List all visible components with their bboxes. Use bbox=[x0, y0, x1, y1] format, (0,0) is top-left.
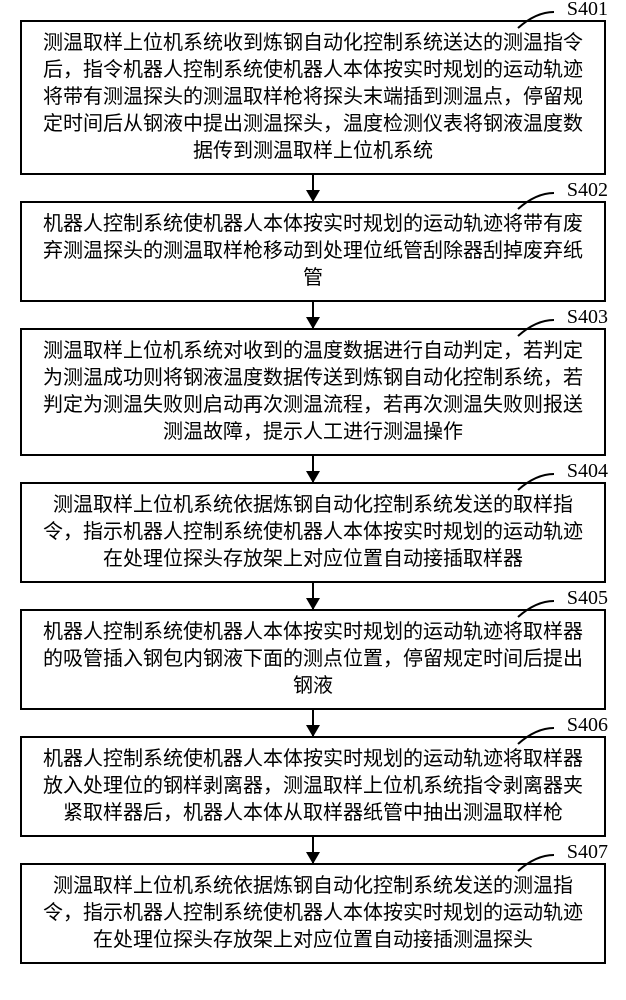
flow-step-box: 测温取样上位机系统依据炼钢自动化控制系统发送的测温指令，指示机器人控制系统使机器… bbox=[20, 863, 606, 964]
step-label: S405 bbox=[567, 587, 608, 610]
step-wrap: S401测温取样上位机系统收到炼钢自动化控制系统送达的测温指令后，指令机器人控制… bbox=[20, 20, 606, 175]
flow-arrow bbox=[312, 837, 314, 863]
flow-arrow bbox=[312, 302, 314, 328]
flow-step-box: 测温取样上位机系统收到炼钢自动化控制系统送达的测温指令后，指令机器人控制系统使机… bbox=[20, 20, 606, 175]
step-wrap: S404测温取样上位机系统依据炼钢自动化控制系统发送的取样指令，指示机器人控制系… bbox=[20, 482, 606, 583]
step-wrap: S402机器人控制系统使机器人本体按实时规划的运动轨迹将带有废弃测温探头的测温取… bbox=[20, 201, 606, 302]
flow-arrow bbox=[312, 456, 314, 482]
step-wrap: S405机器人控制系统使机器人本体按实时规划的运动轨迹将取样器的吸管插入钢包内钢… bbox=[20, 609, 606, 710]
flow-arrow bbox=[312, 175, 314, 201]
flow-step-box: 测温取样上位机系统对收到的温度数据进行自动判定，若判定为测温成功则将钢液温度数据… bbox=[20, 328, 606, 456]
flow-step-box: 机器人控制系统使机器人本体按实时规划的运动轨迹将取样器的吸管插入钢包内钢液下面的… bbox=[20, 609, 606, 710]
flow-step-box: 机器人控制系统使机器人本体按实时规划的运动轨迹将取样器放入处理位的钢样剥离器，测… bbox=[20, 736, 606, 837]
step-wrap: S403测温取样上位机系统对收到的温度数据进行自动判定，若判定为测温成功则将钢液… bbox=[20, 328, 606, 456]
flow-arrow bbox=[312, 583, 314, 609]
flowchart-container: S401测温取样上位机系统收到炼钢自动化控制系统送达的测温指令后，指令机器人控制… bbox=[20, 20, 606, 964]
flow-arrow bbox=[312, 710, 314, 736]
step-label: S407 bbox=[567, 841, 608, 864]
flow-step-box: 测温取样上位机系统依据炼钢自动化控制系统发送的取样指令，指示机器人控制系统使机器… bbox=[20, 482, 606, 583]
step-label: S402 bbox=[567, 179, 608, 202]
step-label: S406 bbox=[567, 714, 608, 737]
flow-step-box: 机器人控制系统使机器人本体按实时规划的运动轨迹将带有废弃测温探头的测温取样枪移动… bbox=[20, 201, 606, 302]
step-wrap: S407测温取样上位机系统依据炼钢自动化控制系统发送的测温指令，指示机器人控制系… bbox=[20, 863, 606, 964]
step-label: S404 bbox=[567, 460, 608, 483]
step-label: S403 bbox=[567, 306, 608, 329]
step-wrap: S406机器人控制系统使机器人本体按实时规划的运动轨迹将取样器放入处理位的钢样剥… bbox=[20, 736, 606, 837]
step-label: S401 bbox=[567, 0, 608, 21]
